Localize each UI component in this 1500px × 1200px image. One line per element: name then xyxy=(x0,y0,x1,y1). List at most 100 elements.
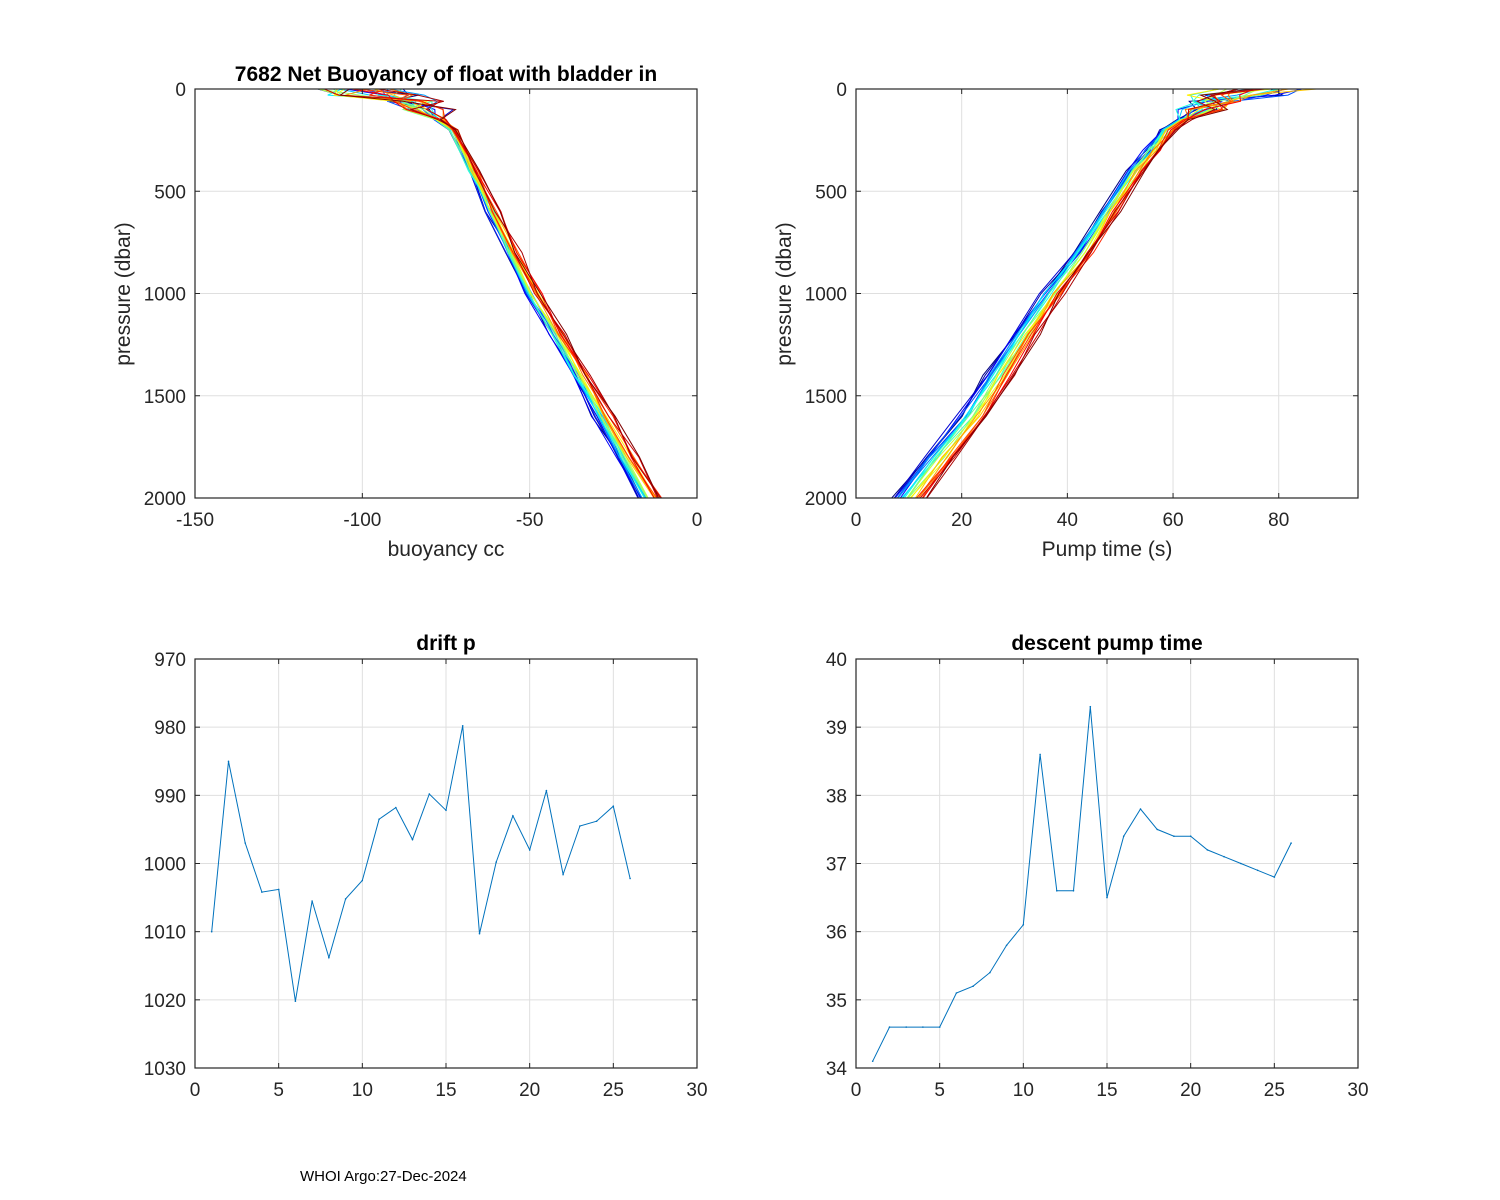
pump-x-axis-label: Pump time (s) xyxy=(1042,538,1173,561)
buoyancy-x-tick-label: -50 xyxy=(516,510,543,531)
drift-data-point xyxy=(629,877,631,880)
descent-data-point xyxy=(1206,849,1209,851)
drift-y-tick-label: 970 xyxy=(154,650,186,671)
drift-data-point xyxy=(579,825,581,827)
descent-data-point xyxy=(1005,944,1008,947)
pump-time-profile-chart: Pump time (s) pressure (dbar) 0 20 40 60 80 0… xyxy=(773,80,1359,561)
buoyancy-profile-lines xyxy=(317,89,663,498)
descent-data-point xyxy=(1223,855,1225,858)
drift-x-tick-label: 5 xyxy=(273,1080,284,1101)
descent-data-point xyxy=(922,1026,924,1028)
pump-x-tick-label: 20 xyxy=(951,510,972,531)
drift-data-point xyxy=(261,891,263,893)
descent-data-point xyxy=(905,1026,907,1028)
descent-x-tick-label: 5 xyxy=(934,1080,945,1101)
drift-data-point xyxy=(428,793,431,795)
drift-data-point xyxy=(210,930,213,933)
pump-profile-lines xyxy=(891,89,1317,498)
descent-data-point xyxy=(1189,835,1192,837)
descent-x-tick-label: 0 xyxy=(851,1080,862,1101)
descent-pump-time-chart: descent pump time 0 5 10 15 20 25 30 34 35 36 37 38… xyxy=(826,632,1369,1101)
descent-data-point xyxy=(871,1060,874,1062)
pump-profile-line xyxy=(925,89,1254,498)
drift-data-point xyxy=(445,809,447,812)
descent-data-point xyxy=(1173,835,1175,837)
pump-y-tick-label: 500 xyxy=(815,182,847,203)
drift-x-tick-label: 0 xyxy=(190,1080,201,1101)
drift-data-point xyxy=(277,888,280,891)
drift-series-line xyxy=(211,725,631,1002)
descent-data-point xyxy=(938,1026,941,1028)
drift-y-tick-label: 990 xyxy=(154,786,186,807)
drift-data-point xyxy=(294,1000,297,1002)
descent-y-tick-label: 39 xyxy=(826,718,847,739)
buoyancy-y-axis-label: pressure (dbar) xyxy=(112,222,135,366)
descent-x-tick-label: 20 xyxy=(1180,1080,1201,1101)
drift-data-point xyxy=(311,900,313,902)
drift-y-tick-label: 1030 xyxy=(144,1059,186,1080)
descent-series-line xyxy=(872,706,1292,1062)
drift-x-tick-label: 30 xyxy=(686,1080,707,1101)
buoyancy-x-tick-label: 0 xyxy=(692,510,703,531)
pump-profile-line xyxy=(918,89,1234,498)
drift-data-point xyxy=(545,789,548,792)
drift-data-point xyxy=(512,815,514,817)
drift-x-tick-label: 10 xyxy=(352,1080,373,1101)
pump-y-axis-label: pressure (dbar) xyxy=(773,222,796,366)
descent-data-point xyxy=(1273,876,1276,878)
descent-x-tick-label: 15 xyxy=(1096,1080,1117,1101)
pump-profile-line xyxy=(902,89,1253,498)
drift-x-tick-label: 15 xyxy=(435,1080,456,1101)
drift-data-point xyxy=(528,849,531,851)
buoyancy-y-tick-label: 1000 xyxy=(144,285,186,306)
pump-profile-line xyxy=(918,89,1289,498)
descent-y-tick-label: 38 xyxy=(826,786,847,807)
descent-data-point xyxy=(1056,890,1058,892)
descent-data-point xyxy=(1106,896,1108,899)
drift-data-point xyxy=(478,932,481,935)
descent-x-tick-label: 25 xyxy=(1264,1080,1285,1101)
drift-data-point xyxy=(595,820,598,822)
descent-y-tick-label: 40 xyxy=(826,650,847,671)
descent-y-tick-label: 35 xyxy=(826,991,847,1012)
drift-y-tick-label: 1010 xyxy=(144,923,186,944)
descent-data-point xyxy=(1072,890,1075,892)
descent-y-tick-label: 36 xyxy=(826,923,847,944)
descent-data-point xyxy=(1290,842,1292,844)
footer-credit: WHOI Argo:27-Dec-2024 xyxy=(300,1168,467,1185)
buoyancy-x-tick-label: -150 xyxy=(176,510,214,531)
drift-x-tick-label: 20 xyxy=(519,1080,540,1101)
descent-x-tick-label: 30 xyxy=(1347,1080,1368,1101)
pump-x-tick-label: 40 xyxy=(1057,510,1078,531)
pump-y-tick-label: 1500 xyxy=(805,387,847,408)
buoyancy-y-tick-label: 1500 xyxy=(144,387,186,408)
descent-data-point xyxy=(1139,808,1142,810)
descent-y-tick-label: 37 xyxy=(826,855,847,876)
descent-data-point xyxy=(888,1026,891,1028)
descent-data-point xyxy=(1039,753,1041,756)
descent-data-point xyxy=(1240,862,1242,865)
buoyancy-x-tick-label: -100 xyxy=(343,510,381,531)
drift-data-point xyxy=(411,838,414,841)
buoyancy-chart-title: 7682 Net Buoyancy of float with bladder … xyxy=(235,63,657,86)
buoyancy-profile-line xyxy=(327,89,645,498)
drift-y-tick-label: 1000 xyxy=(144,855,186,876)
pump-x-tick-label: 60 xyxy=(1162,510,1183,531)
drift-chart-title: drift p xyxy=(416,632,475,655)
drift-data-point xyxy=(495,861,498,863)
descent-data-point xyxy=(972,985,974,987)
pump-x-tick-label: 0 xyxy=(851,510,862,531)
buoyancy-y-tick-label: 2000 xyxy=(144,489,186,510)
drift-y-tick-label: 980 xyxy=(154,718,186,739)
drift-x-tick-label: 25 xyxy=(603,1080,624,1101)
drift-data-point xyxy=(361,879,364,882)
buoyancy-profile-line xyxy=(377,89,662,498)
descent-data-point xyxy=(1022,924,1025,926)
descent-x-tick-label: 10 xyxy=(1013,1080,1034,1101)
pump-y-tick-label: 0 xyxy=(836,80,847,101)
drift-data-point xyxy=(562,873,564,876)
buoyancy-y-tick-label: 0 xyxy=(175,80,186,101)
descent-data-point xyxy=(955,992,958,994)
drift-data-point xyxy=(328,956,330,959)
